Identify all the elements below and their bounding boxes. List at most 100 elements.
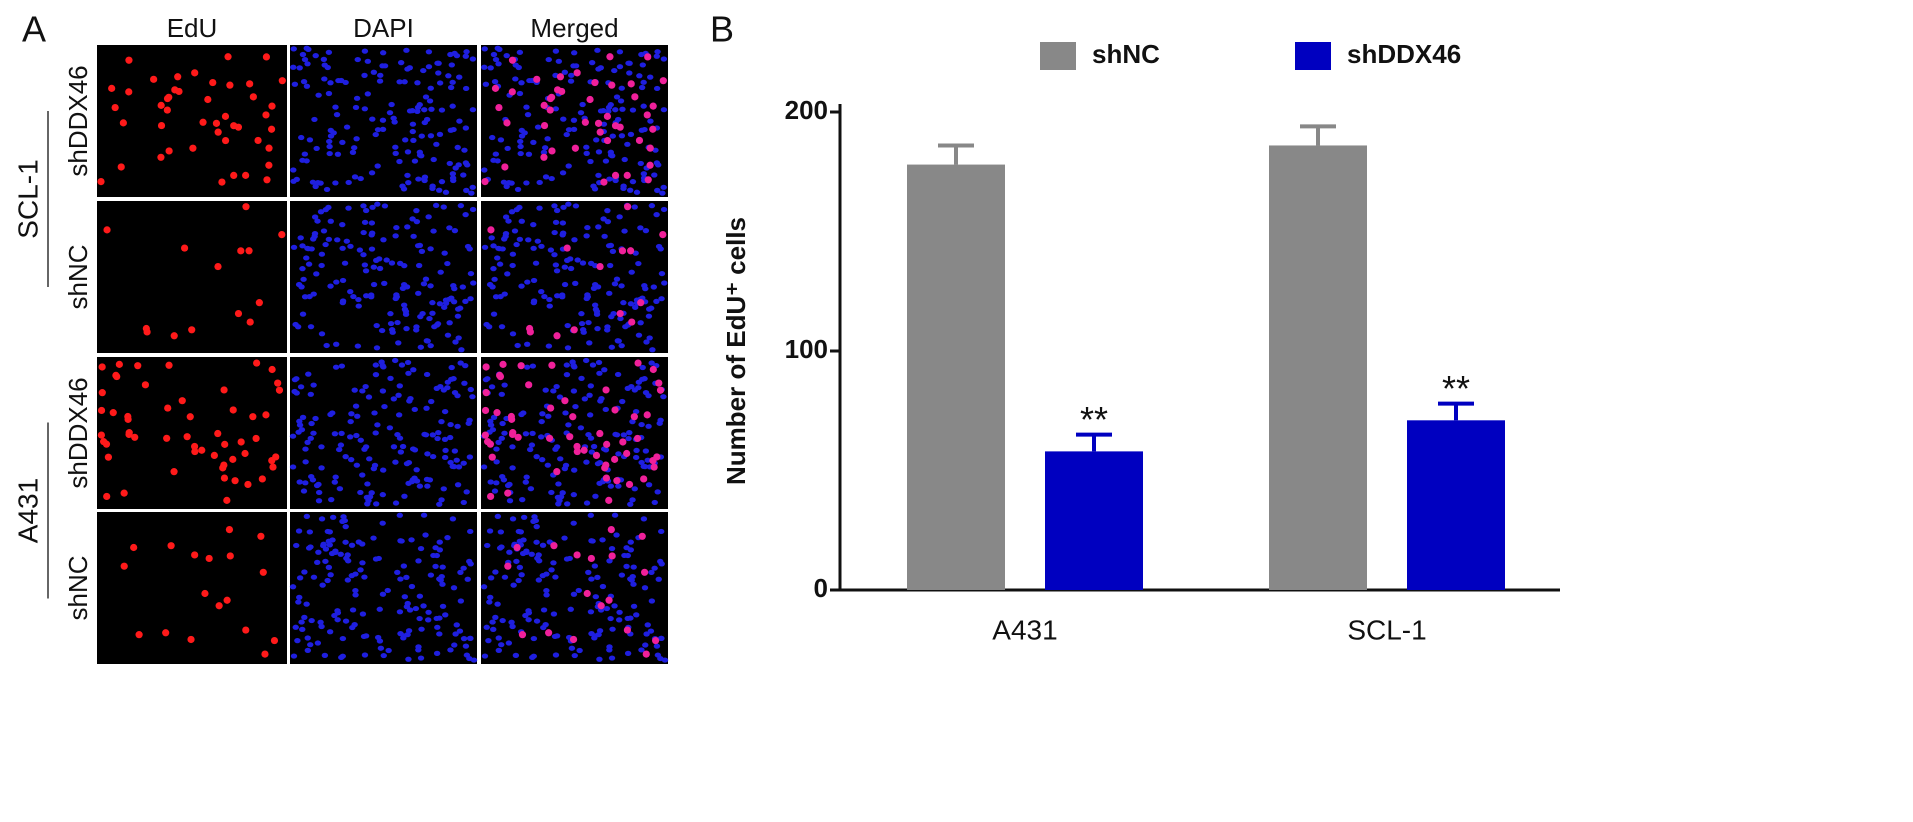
- nucleus: [295, 281, 303, 288]
- nucleus: [541, 293, 548, 300]
- edu-nucleus: [259, 568, 267, 576]
- nucleus: [592, 306, 600, 312]
- nucleus: [343, 124, 351, 130]
- nucleus: [467, 296, 474, 302]
- nucleus: [343, 238, 351, 244]
- nucleus: [299, 266, 306, 272]
- edu-nucleus: [573, 442, 581, 451]
- nucleus: [654, 49, 661, 55]
- nucleus: [628, 269, 635, 275]
- nucleus: [299, 311, 307, 317]
- micrograph: [481, 45, 668, 197]
- nucleus: [524, 279, 531, 285]
- nucleus: [555, 58, 563, 64]
- nucleus: [515, 577, 522, 584]
- nucleus: [466, 635, 474, 641]
- nucleus: [503, 53, 510, 59]
- nucleus: [625, 435, 632, 442]
- nucleus: [637, 320, 644, 326]
- nucleus: [602, 406, 609, 413]
- edu-nucleus: [561, 397, 569, 405]
- nucleus: [321, 76, 328, 82]
- nucleus: [429, 185, 436, 192]
- nucleus: [362, 268, 370, 274]
- edu-nucleus: [481, 177, 489, 186]
- nucleus: [306, 529, 314, 535]
- edu-nucleus: [162, 629, 170, 637]
- edu-nucleus: [587, 554, 595, 563]
- edu-nucleus: [226, 552, 234, 560]
- nucleus: [458, 347, 465, 353]
- nucleus: [526, 77, 533, 84]
- nucleus: [519, 497, 526, 503]
- nucleus: [449, 171, 457, 177]
- nucleus: [635, 379, 643, 385]
- nucleus: [415, 176, 422, 182]
- nucleus: [460, 636, 468, 642]
- nucleus: [481, 64, 488, 70]
- nucleus: [570, 520, 577, 526]
- nucleus: [455, 335, 462, 341]
- nucleus: [448, 364, 455, 371]
- nucleus: [451, 389, 459, 396]
- nucleus: [411, 406, 418, 413]
- nucleus: [401, 306, 409, 312]
- edu-nucleus: [237, 438, 245, 446]
- nucleus: [427, 343, 434, 349]
- nucleus: [422, 94, 430, 100]
- nucleus: [628, 383, 635, 390]
- edu-nucleus: [237, 247, 245, 255]
- nucleus: [515, 528, 523, 535]
- nucleus: [487, 422, 495, 428]
- edu-nucleus: [214, 429, 222, 438]
- nucleus: [657, 635, 665, 641]
- nucleus: [516, 49, 524, 55]
- nucleus: [291, 81, 299, 87]
- edu-nucleus: [108, 84, 116, 92]
- nucleus: [444, 332, 452, 338]
- nucleus: [392, 144, 399, 150]
- nucleus: [338, 654, 345, 661]
- y-tick-label: 100: [785, 334, 828, 364]
- nucleus: [332, 104, 339, 110]
- nucleus: [324, 528, 332, 535]
- nucleus: [301, 151, 309, 157]
- nucleus: [409, 446, 417, 452]
- nucleus: [538, 418, 545, 425]
- nucleus: [447, 84, 455, 91]
- nucleus: [416, 483, 424, 489]
- nucleus: [535, 558, 543, 564]
- nucleus: [413, 208, 420, 214]
- nucleus: [627, 301, 635, 307]
- nucleus: [616, 49, 624, 55]
- nucleus: [620, 300, 627, 306]
- nucleus: [306, 137, 314, 143]
- nucleus: [500, 179, 508, 185]
- nucleus: [560, 116, 567, 122]
- nucleus: [323, 186, 331, 193]
- nucleus: [486, 528, 494, 534]
- edu-nucleus: [97, 431, 105, 439]
- legend-swatch: [1295, 42, 1331, 70]
- nucleus: [300, 78, 308, 85]
- nucleus: [429, 453, 437, 460]
- edu-nucleus: [229, 455, 237, 463]
- nucleus: [572, 403, 579, 410]
- nucleus: [461, 380, 468, 386]
- nucleus: [554, 293, 561, 299]
- nucleus: [395, 392, 402, 398]
- nucleus: [597, 108, 605, 114]
- edu-nucleus: [187, 635, 195, 644]
- nucleus: [587, 512, 595, 518]
- nucleus: [335, 446, 343, 453]
- nucleus: [299, 626, 306, 632]
- nucleus: [323, 342, 330, 349]
- nucleus: [386, 110, 394, 116]
- nucleus: [435, 430, 442, 436]
- nucleus: [298, 619, 305, 625]
- nucleus: [404, 149, 412, 155]
- nucleus: [540, 624, 547, 631]
- nucleus: [504, 145, 511, 152]
- edu-nucleus: [242, 626, 250, 634]
- nucleus: [618, 343, 625, 349]
